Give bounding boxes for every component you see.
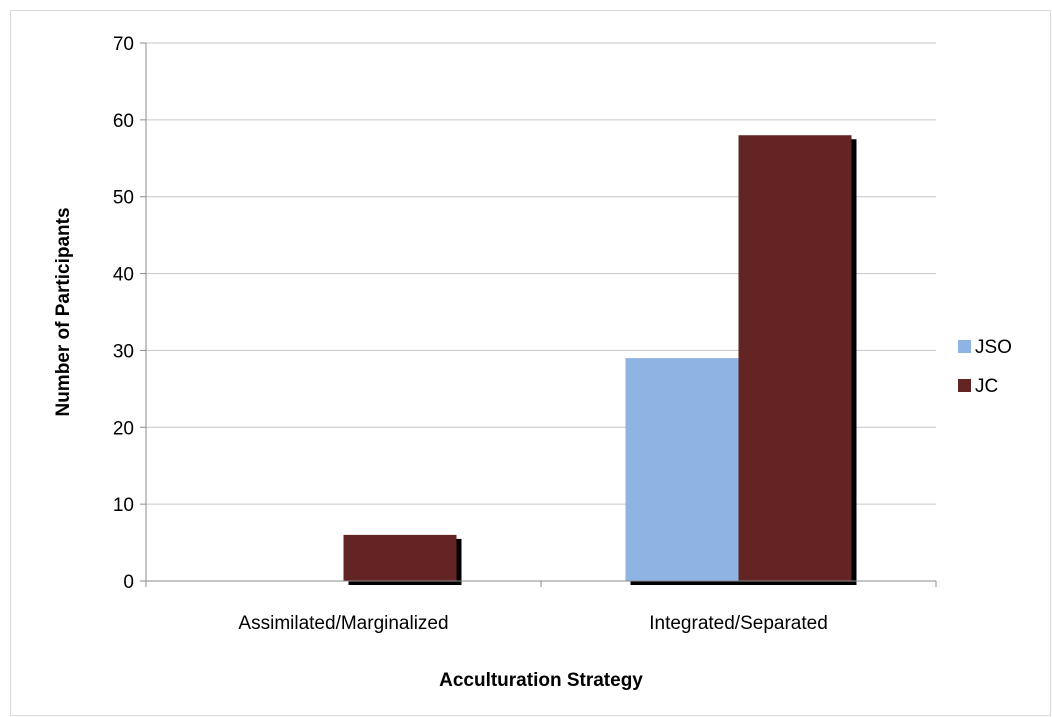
y-tick-label: 0 xyxy=(123,572,134,593)
y-tick-label: 10 xyxy=(113,495,134,516)
y-tick-label: 70 xyxy=(113,34,134,55)
x-tick-labels: Assimilated/Marginalized Integrated/Separ… xyxy=(238,613,827,634)
legend-swatch-jso xyxy=(958,340,971,353)
y-tick-label: 50 xyxy=(113,188,134,209)
y-tick-label: 20 xyxy=(113,418,134,439)
y-tick-labels: 0 10 20 30 40 50 60 70 xyxy=(113,34,134,593)
y-tick-label: 30 xyxy=(113,341,134,362)
x-tick-label: Integrated/Separated xyxy=(649,613,828,634)
y-axis-title: Number of Participants xyxy=(53,207,74,416)
y-tick-label: 40 xyxy=(113,265,134,286)
legend: JSO JC xyxy=(958,337,1012,397)
y-tick-label: 60 xyxy=(113,111,134,132)
x-tick-label: Assimilated/Marginalized xyxy=(238,613,448,634)
legend-label-jso: JSO xyxy=(975,337,1012,358)
chart-frame xyxy=(10,10,1051,716)
legend-label-jc: JC xyxy=(975,376,998,397)
bar-jc xyxy=(738,135,852,581)
legend-swatch-jc xyxy=(958,379,971,392)
bar-jc xyxy=(343,534,457,581)
axes xyxy=(140,42,937,587)
bars xyxy=(343,135,852,581)
bar-jso xyxy=(625,358,739,581)
x-axis-title: Acculturation Strategy xyxy=(439,670,643,691)
